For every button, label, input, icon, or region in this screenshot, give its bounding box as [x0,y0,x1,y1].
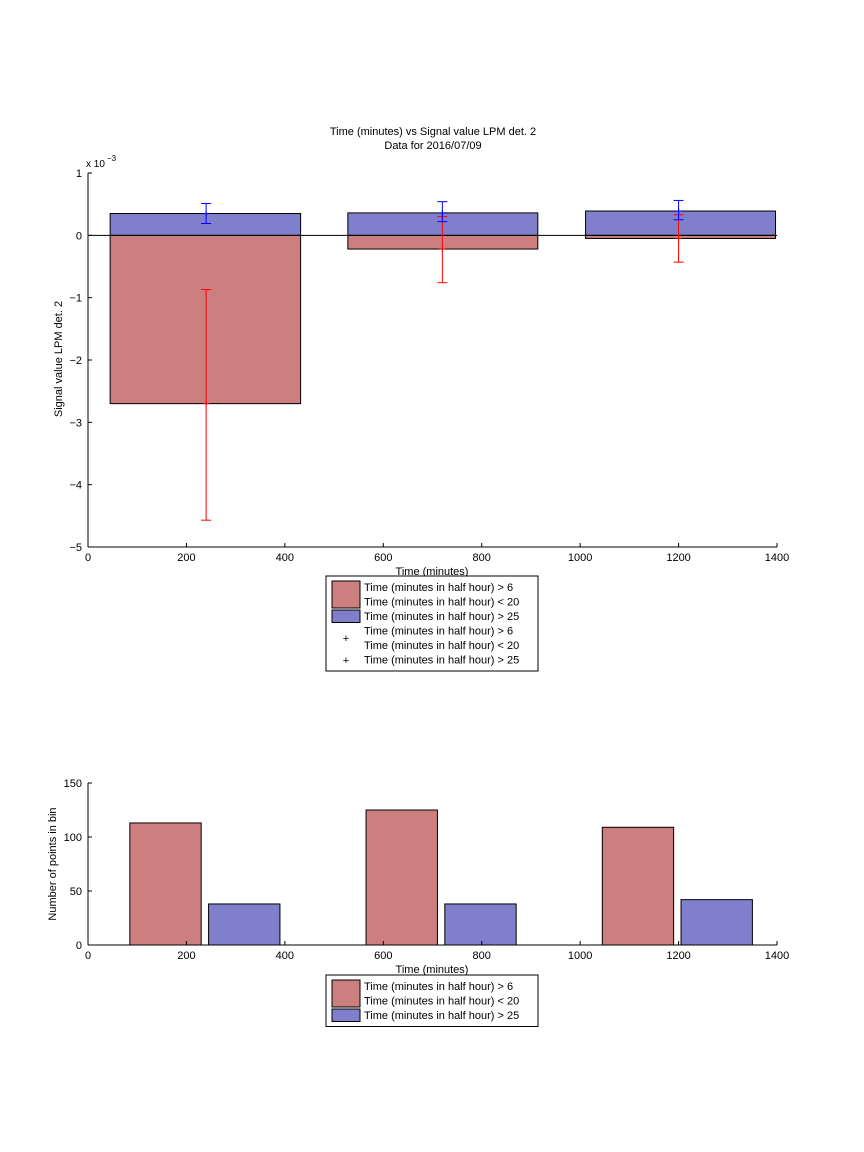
x-tick-labels: 0 200 400 600 800 1000 1200 1400 [85,950,789,962]
legend-swatch [331,609,361,623]
error-bars-group [201,199,684,521]
y-tick-label: 100 [64,832,82,844]
x-tick-label: 800 [473,950,491,962]
y-tick-label: 1 [76,168,82,180]
x-tick-label: 1000 [568,552,592,564]
y-tick-labels: 0 50 100 150 [64,778,82,952]
y-axis-label: Signal value LPM det. 2 [53,301,65,417]
legend-swatch [331,580,361,609]
y-tick-label: 150 [64,778,82,790]
x-tick-label: 1400 [765,950,789,962]
x-tick-label: 400 [276,552,294,564]
legend-marker: + [343,655,349,667]
y-tick-label: −3 [69,417,82,429]
x-tick-label: 800 [473,552,491,564]
chart-title: Time (minutes) vs Signal value LPM det. … [330,126,536,138]
bar-series-2 [109,213,302,236]
axes [87,782,778,946]
x-tick-label: 600 [374,552,392,564]
legend-label: Time (minutes in half hour) > 25 [364,611,519,623]
x-tick-label: 200 [177,950,195,962]
legend-label: Time (minutes in half hour) < 20 [364,597,519,609]
legend-entry: + Time (minutes in half hour) > 6 Time (mi… [343,626,519,653]
legend-box [325,974,539,1027]
x-tick-label: 1000 [568,950,592,962]
legend-swatch [331,979,361,1008]
legend-label: Time (minutes in half hour) > 6 [364,981,513,993]
legend-entry: Time (minutes in half hour) > 25 [331,609,519,623]
legend-label: Time (minutes in half hour) > 6 [364,582,513,594]
x-tick-labels: 0 200 400 600 800 1000 1200 1400 [85,552,789,564]
error-bar [673,199,684,221]
legend: Time (minutes in half hour) > 6 Time (min… [325,974,539,1027]
bar-series-1 [129,822,202,946]
legend-entry: Time (minutes in half hour) > 6 Time (min… [331,580,519,609]
bar-series-1 [109,234,302,405]
legend-box [325,575,539,672]
legend-label: Time (minutes in half hour) < 20 [364,996,519,1008]
legend-marker: + [343,633,349,645]
y-exponent-label: x 10 −3 [86,154,117,170]
bars-group [129,809,753,946]
x-axis-label: Time (minutes) [396,964,469,976]
y-tick-label: −1 [69,293,82,305]
y-tick-labels: −5 −4 −3 −2 −1 0 1 [69,168,82,554]
bar-series-1 [601,826,675,946]
y-tick-label: −5 [69,542,82,554]
y-tick-label: −2 [69,355,82,367]
x-tick-label: 0 [85,552,91,564]
legend-label: Time (minutes in half hour) < 20 [364,640,519,652]
y-tick-label: −4 [69,480,82,492]
bar-series-1 [365,809,438,946]
x-tick-label: 1200 [666,950,690,962]
legend-label: Time (minutes in half hour) > 6 [364,626,513,638]
x-tick-label: 600 [374,950,392,962]
count-chart: 0 200 400 600 800 1000 1200 1400 0 50 100 150 Time… [47,778,789,1027]
bar-series-2 [208,903,281,946]
legend-entry: Time (minutes in half hour) > 6 Time (min… [331,979,519,1008]
bar-series-2 [680,899,753,946]
y-tick-label: 0 [76,230,82,242]
legend-entry: Time (minutes in half hour) > 25 [331,1008,519,1022]
error-bar [201,289,212,521]
x-tick-label: 0 [85,950,91,962]
bar-series-2 [444,903,517,946]
x-tick-label: 1400 [765,552,789,564]
error-bar [201,203,212,224]
y-exponent-base: x 10 [86,159,105,170]
error-bar [437,201,448,223]
bars-group [109,210,777,405]
signal-chart: Time (minutes) vs Signal value LPM det. … [53,126,789,672]
legend-label: Time (minutes in half hour) > 25 [364,1010,519,1022]
legend-label: Time (minutes in half hour) > 25 [364,655,519,667]
x-tick-label: 400 [276,950,294,962]
legend-entry: + Time (minutes in half hour) > 25 [343,655,519,667]
legend: Time (minutes in half hour) > 6 Time (min… [325,575,539,672]
axes [87,172,778,548]
x-tick-label: 200 [177,552,195,564]
y-exponent-power: −3 [107,154,117,163]
legend-swatch [331,1008,361,1022]
x-tick-label: 1200 [666,552,690,564]
y-axis-label: Number of points in bin [47,807,59,920]
y-tick-label: 50 [70,886,82,898]
x-axis-label: Time (minutes) [396,566,469,578]
y-tick-label: 0 [76,940,82,952]
chart-subtitle: Data for 2016/07/09 [384,140,481,152]
